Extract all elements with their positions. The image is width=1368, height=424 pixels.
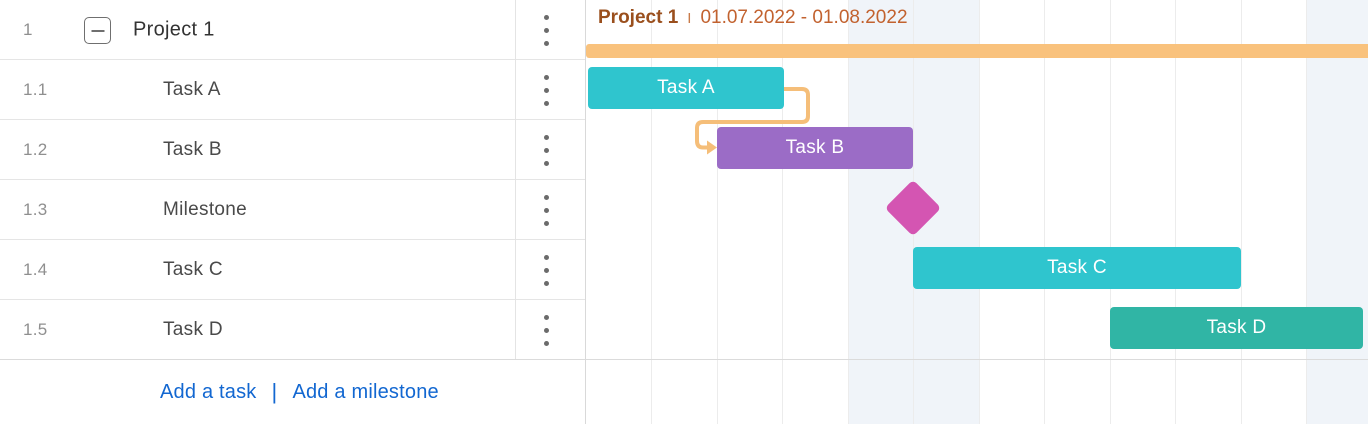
kebab-menu-button[interactable] xyxy=(528,66,564,114)
project-date-range: 01.07.2022 - 01.08.2022 xyxy=(700,7,908,28)
kebab-icon xyxy=(543,254,549,260)
minus-icon xyxy=(91,29,104,32)
row-separator xyxy=(0,119,586,120)
kebab-icon xyxy=(543,194,549,200)
collapse-toggle[interactable] xyxy=(84,17,111,44)
task-bar-task-c[interactable]: Task C xyxy=(913,247,1241,289)
table-row: 1.2 Task B xyxy=(0,120,586,180)
grid-line xyxy=(717,0,718,424)
kebab-menu-button[interactable] xyxy=(528,6,564,54)
kebab-icon xyxy=(543,314,549,320)
link-separator: | xyxy=(271,379,278,404)
add-actions: Add a task | Add a milestone xyxy=(160,360,439,424)
task-name: Task D xyxy=(163,319,223,340)
row-separator xyxy=(0,239,586,240)
project-summary-bar[interactable] xyxy=(586,44,1368,58)
kebab-icon xyxy=(543,14,549,20)
row-separator xyxy=(0,59,586,60)
task-name: Task B xyxy=(163,139,222,160)
kebab-menu-button[interactable] xyxy=(528,186,564,234)
table-row: 1.5 Task D xyxy=(0,300,586,360)
task-name: Project 1 xyxy=(133,18,215,41)
grid-line xyxy=(1110,0,1111,424)
task-bar-task-b[interactable]: Task B xyxy=(717,127,913,169)
grid-line xyxy=(1306,0,1307,424)
kebab-menu-button[interactable] xyxy=(528,126,564,174)
task-bar-label: Task B xyxy=(785,137,845,158)
grid-line xyxy=(848,0,849,424)
connector-arrow-icon xyxy=(707,140,717,155)
table-row: 1.3 Milestone xyxy=(0,180,586,240)
row-separator xyxy=(0,299,586,300)
task-bar-task-d[interactable]: Task D xyxy=(1110,307,1363,349)
grid-line xyxy=(782,0,783,424)
project-title-label: Project 1 xyxy=(598,7,679,28)
row-number: 1.4 xyxy=(23,260,48,279)
grid-line xyxy=(651,0,652,424)
grid-line xyxy=(1241,0,1242,424)
rows-bottom-border xyxy=(0,359,1368,360)
row-number: 1.3 xyxy=(23,200,48,219)
kebab-menu-button[interactable] xyxy=(528,306,564,354)
task-bar-task-a[interactable]: Task A xyxy=(588,67,784,109)
kebab-icon xyxy=(543,74,549,80)
add-milestone-link[interactable]: Add a milestone xyxy=(292,380,439,403)
grid-line xyxy=(979,0,980,424)
grid-line xyxy=(1175,0,1176,424)
weekend-shade xyxy=(1306,0,1368,424)
row-number: 1 xyxy=(23,20,33,39)
row-number: 1.5 xyxy=(23,320,48,339)
add-task-link[interactable]: Add a task xyxy=(160,380,257,403)
kebab-menu-button[interactable] xyxy=(528,246,564,294)
task-name: Task C xyxy=(163,259,223,280)
row-separator xyxy=(0,179,586,180)
task-name: Milestone xyxy=(163,199,248,220)
task-bar-label: Task A xyxy=(657,77,715,98)
table-row: 1 Project 1 xyxy=(0,0,586,60)
kebab-column-divider xyxy=(515,0,516,360)
task-bar-label: Task D xyxy=(1206,317,1267,338)
row-number: 1.1 xyxy=(23,80,48,99)
table-row: 1.4 Task C xyxy=(0,240,586,300)
gantt-chart-area: Project 1 I 01.07.2022 - 01.08.2022 Task… xyxy=(586,0,1368,424)
task-name: Task A xyxy=(163,79,221,100)
chart-left-border xyxy=(585,0,586,424)
grid-line xyxy=(1044,0,1045,424)
row-number: 1.2 xyxy=(23,140,48,159)
kebab-icon xyxy=(543,134,549,140)
project-header-separator: I xyxy=(687,10,692,27)
project-header: Project 1 I 01.07.2022 - 01.08.2022 xyxy=(598,7,908,29)
table-row: 1.1 Task A xyxy=(0,60,586,120)
task-bar-label: Task C xyxy=(1047,257,1107,278)
